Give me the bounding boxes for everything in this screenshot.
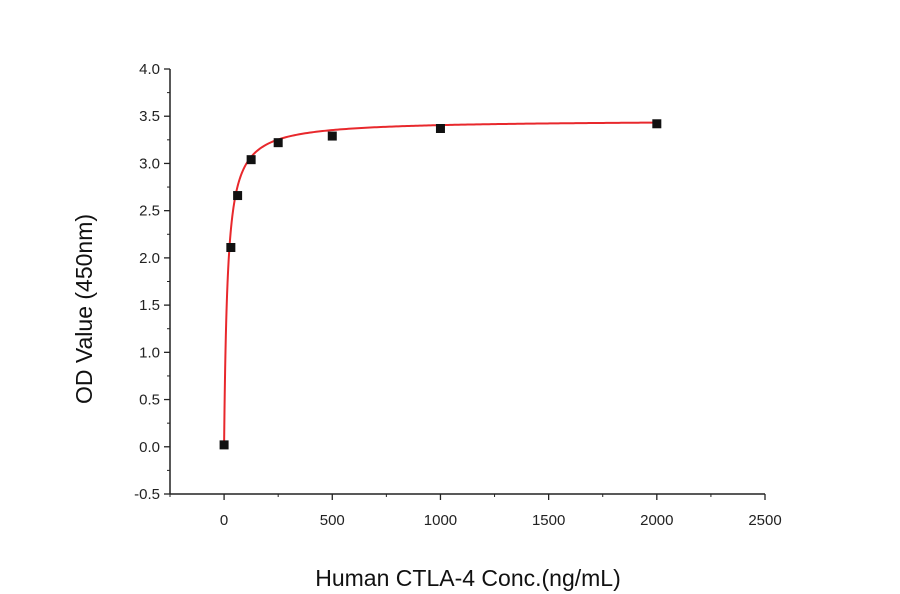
data-point <box>327 131 337 141</box>
y-tick-label: 2.5 <box>139 203 160 220</box>
x-tick-label: 2500 <box>748 512 781 529</box>
fit-curve-layer <box>223 121 656 445</box>
y-tick-label: 0.5 <box>139 392 160 409</box>
y-axis-title: OD Value (450nm) <box>71 214 97 404</box>
data-point <box>226 243 236 252</box>
y-tick-label: -0.5 <box>134 486 160 503</box>
y-tick-label: 0.0 <box>139 439 160 456</box>
y-tick-label: 3.0 <box>139 155 160 172</box>
x-tick-label: 1000 <box>424 512 457 529</box>
x-tick-label: 0 <box>220 512 228 529</box>
data-point <box>273 138 283 148</box>
data-point <box>246 155 256 165</box>
y-tick-label: 4.0 <box>139 61 160 78</box>
data-point <box>219 440 229 450</box>
ticks: -0.5 0.0 0.5 1.0 1.5 2.0 2.5 3.0 3.5 4.0 0 500 1000 1… <box>134 61 782 529</box>
data-point <box>233 191 243 201</box>
x-tick-label: 1500 <box>532 512 565 529</box>
x-tick-label: 2000 <box>640 512 673 529</box>
axes <box>169 69 765 495</box>
fit-curve <box>223 121 656 445</box>
y-tick-label: 2.0 <box>139 250 160 267</box>
data-points-layer <box>219 119 662 450</box>
y-tick-label: 1.5 <box>139 297 160 314</box>
data-point <box>652 119 662 129</box>
x-axis-title: Human CTLA-4 Conc.(ng/mL) <box>315 565 621 591</box>
y-tick-label: 1.0 <box>139 344 160 361</box>
data-point <box>435 124 445 133</box>
x-tick-label: 500 <box>320 512 345 529</box>
y-tick-label: 3.5 <box>139 108 160 125</box>
